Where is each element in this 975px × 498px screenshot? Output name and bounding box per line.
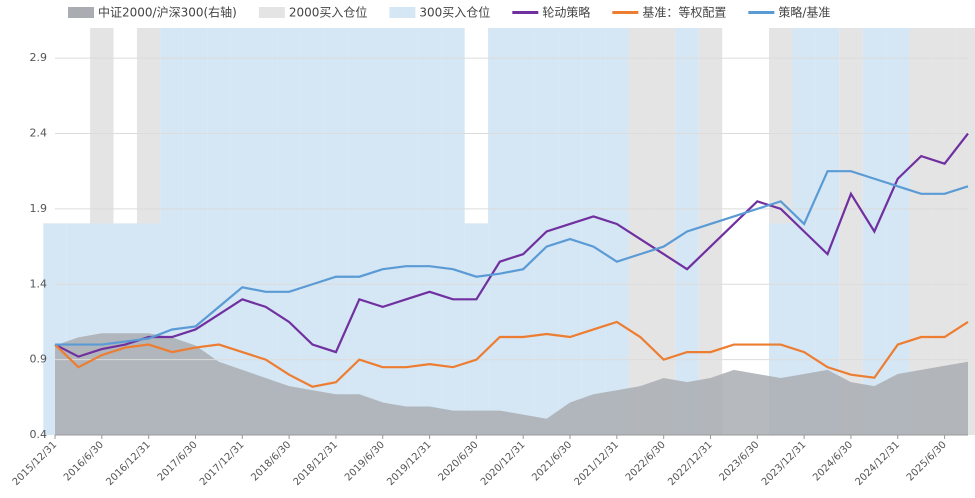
position-bar	[347, 28, 372, 435]
legend-swatch	[68, 7, 94, 18]
ratio-area	[55, 333, 968, 435]
position-bar	[441, 28, 465, 435]
x-tick-label: 2016/6/30	[62, 439, 106, 483]
y-tick-label: 2.9	[30, 51, 48, 64]
position-bar	[909, 28, 933, 435]
x-tick-label: 2016/12/31	[104, 439, 153, 488]
position-bar	[605, 28, 629, 435]
x-tick-label: 2025/6/30	[905, 439, 949, 483]
position-bar	[815, 28, 840, 435]
legend-label: 300买入仓位	[419, 5, 490, 20]
y-tick-label: 0.9	[30, 353, 48, 366]
legend-swatch	[612, 11, 639, 14]
legend-label: 策略/基准	[778, 5, 830, 20]
line	[55, 170, 969, 346]
line	[54, 132, 969, 358]
position-bar	[886, 28, 910, 435]
position-bar	[394, 28, 418, 435]
x-tick-label: 2023/6/30	[718, 439, 762, 483]
y-tick-label: 0.4	[30, 428, 48, 441]
x-tick-label: 2022/6/30	[624, 439, 668, 483]
x-tick-label: 2024/12/31	[853, 439, 902, 488]
line	[54, 320, 969, 388]
legend-label: 基准：等权配置	[642, 6, 726, 20]
x-tick-label: 2022/12/31	[666, 439, 715, 488]
position-bar	[839, 28, 863, 435]
position-bar	[651, 28, 676, 435]
legend-swatch	[389, 7, 416, 18]
position-bar	[183, 28, 208, 435]
legend-swatch	[512, 11, 539, 14]
position-bar	[371, 28, 395, 435]
legend-swatch	[258, 7, 285, 18]
position-bar	[207, 28, 231, 435]
position-bar	[511, 28, 535, 435]
legend-label: 2000买入仓位	[289, 5, 368, 20]
x-tick-label: 2017/12/31	[198, 439, 247, 488]
position-bar	[558, 28, 582, 435]
x-tick-label: 2015/12/31	[11, 439, 60, 488]
x-tick-label: 2019/6/30	[343, 439, 387, 483]
position-bar	[581, 28, 606, 435]
position-bar	[160, 28, 184, 435]
x-tick-label: 2024/6/30	[811, 439, 855, 483]
x-tick-label: 2023/12/31	[760, 439, 809, 488]
legend-label: 中证2000/沪深300(右轴)	[98, 5, 237, 20]
legend-label: 轮动策略	[542, 5, 590, 20]
x-tick-label: 2018/12/31	[292, 439, 341, 488]
x-tick-label: 2020/12/31	[479, 439, 528, 488]
y-tick-label: 1.4	[30, 277, 48, 290]
x-tick-label: 2021/12/31	[573, 439, 622, 488]
position-bar	[488, 28, 512, 435]
y-tick-label: 1.9	[30, 202, 48, 215]
x-tick-label: 2021/6/30	[530, 439, 574, 483]
position-bar	[300, 28, 325, 435]
position-bar	[253, 28, 278, 435]
x-tick-label: 2018/6/30	[249, 439, 293, 483]
legend-swatch	[748, 11, 775, 14]
position-bar	[956, 28, 975, 435]
position-bar	[698, 28, 723, 435]
position-bar	[464, 223, 489, 435]
x-tick-label: 2017/6/30	[156, 439, 200, 483]
y-tick-label: 2.4	[30, 127, 48, 140]
position-bar	[417, 28, 442, 435]
position-bar	[324, 28, 348, 435]
position-bar	[230, 28, 254, 435]
position-bar	[277, 28, 301, 435]
x-tick-label: 2020/6/30	[437, 439, 481, 483]
x-tick-label: 2019/12/31	[385, 439, 434, 488]
position-bar	[628, 28, 652, 435]
